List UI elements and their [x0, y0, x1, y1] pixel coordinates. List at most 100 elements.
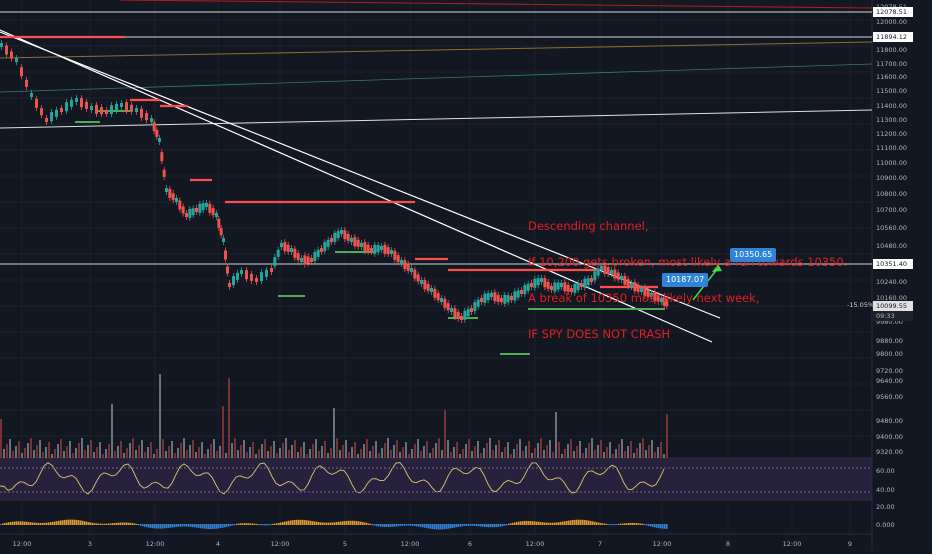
candle: [533, 278, 537, 288]
macd-bar: [316, 521, 318, 525]
candle: [336, 231, 340, 239]
volume-bar: [387, 438, 389, 458]
macd-bar: [128, 522, 130, 525]
macd-bar: [444, 524, 446, 530]
time-tick-label: 4: [216, 540, 220, 548]
volume-bar: [348, 452, 350, 458]
volume-bar: [273, 441, 275, 458]
candle: [245, 270, 248, 280]
macd-bar: [328, 522, 330, 525]
candle: [5, 45, 8, 55]
candle: [586, 278, 590, 286]
volume-bar: [651, 440, 653, 458]
candle: [105, 110, 108, 114]
trend-line-orange: [0, 41, 873, 59]
volume-bar: [18, 441, 20, 458]
volume-bar: [570, 439, 572, 458]
macd-bar: [118, 522, 120, 525]
price-tick-label: 11300.00: [876, 116, 907, 124]
candle: [443, 298, 447, 308]
macd-bar: [620, 523, 622, 525]
volume-bar: [69, 441, 71, 458]
macd-bar: [160, 524, 162, 529]
macd-bar: [526, 520, 528, 525]
volume-bar: [84, 450, 86, 458]
macd-bar: [228, 524, 230, 527]
current-price-tag[interactable]: 10187.07: [662, 273, 709, 287]
candle: [110, 105, 113, 115]
candle: [596, 268, 600, 276]
candle: [300, 258, 303, 262]
candle: [436, 293, 440, 301]
volume-bar: [138, 445, 140, 458]
candle: [130, 104, 133, 112]
macd-bar: [562, 521, 564, 525]
macd-bar: [534, 521, 536, 525]
macd-bar: [536, 521, 538, 525]
candle: [90, 106, 93, 110]
macd-bar: [360, 521, 362, 525]
candle: [563, 282, 567, 292]
macd-bar: [272, 523, 274, 525]
candle: [160, 152, 164, 162]
candle: [570, 288, 573, 292]
macd-bar: [174, 524, 176, 528]
volume-bar: [189, 445, 191, 458]
macd-bar: [614, 524, 616, 526]
macd-bar: [142, 524, 144, 527]
macd-bar: [208, 524, 210, 530]
volume-bar: [288, 450, 290, 458]
time-tick-label: 12:00: [526, 540, 545, 548]
candle: [145, 113, 148, 121]
macd-bar: [230, 524, 232, 526]
macd-bar: [346, 520, 348, 525]
macd-bar: [494, 524, 496, 528]
volume-bar: [471, 451, 473, 458]
volume-bar: [354, 442, 356, 458]
candle: [85, 101, 88, 109]
target-price-tag[interactable]: 10350.65: [730, 248, 777, 262]
macd-bar: [602, 523, 604, 525]
volume-bar: [135, 450, 137, 458]
candle: [665, 299, 669, 307]
macd-bar: [190, 524, 192, 527]
volume-bar: [6, 444, 8, 458]
macd-bar: [92, 522, 94, 525]
volume-bar: [276, 453, 278, 458]
macd-bar: [50, 522, 52, 525]
volume-bar: [147, 447, 149, 458]
volume-bar: [3, 449, 5, 458]
macd-bar: [430, 524, 432, 529]
candle: [273, 257, 277, 267]
volume-bar: [24, 448, 26, 458]
macd-bar: [522, 521, 524, 525]
macd-bar: [332, 522, 334, 525]
volume-bar: [102, 454, 104, 458]
volume-bar: [546, 445, 548, 458]
volume-bar: [63, 451, 65, 458]
macd-bar: [218, 524, 220, 529]
macd-bar: [312, 521, 314, 525]
volume-bar: [249, 447, 251, 458]
macd-bar: [650, 524, 652, 527]
macd-bar: [470, 524, 472, 526]
macd-bar: [112, 523, 114, 525]
candle: [198, 203, 202, 213]
volume-bar: [438, 438, 440, 458]
volume-bar: [384, 443, 386, 458]
macd-bar: [314, 521, 316, 525]
volume-bar: [219, 446, 221, 458]
channel-line-lower: [0, 29, 713, 343]
macd-bar: [358, 521, 360, 525]
volume-bar: [114, 451, 116, 458]
macd-bar: [318, 522, 320, 525]
volume-bar: [258, 449, 260, 458]
macd-bar: [284, 521, 286, 525]
macd-bar: [660, 524, 662, 529]
volume-bar: [96, 447, 98, 458]
chart-annotation[interactable]: Descending channel, If 10,200 gets broke…: [528, 196, 888, 352]
macd-bar: [236, 523, 238, 525]
volume-bar: [39, 440, 41, 458]
